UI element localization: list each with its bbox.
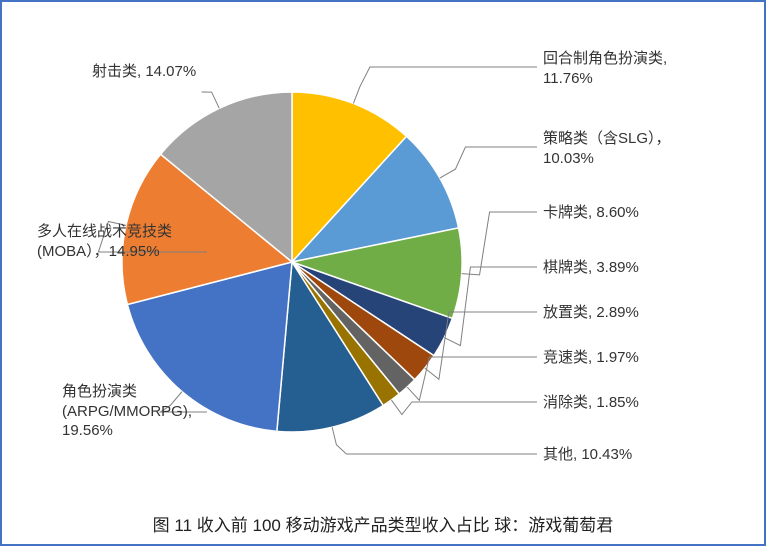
leader-line (440, 147, 537, 178)
leader-line (332, 427, 537, 454)
leader-line (353, 67, 537, 103)
slice-label: 射击类, 14.07% (92, 62, 196, 82)
slice-label: 竞速类, 1.97% (543, 348, 639, 368)
slice-label: 其他, 10.43% (543, 445, 632, 465)
leader-line (202, 92, 220, 108)
slice-label: 放置类, 2.89% (543, 303, 639, 323)
slice-label: 棋牌类, 3.89% (543, 258, 639, 278)
slice-label: 策略类（含SLG）， 10.03% (543, 129, 671, 168)
slice-label: 卡牌类, 8.60% (543, 203, 639, 223)
slice-label: 角色扮演类 (ARPG/MMORPG), 19.56% (62, 382, 192, 441)
leader-line (462, 212, 537, 275)
slice-label: 消除类, 1.85% (543, 393, 639, 413)
slice-label: 回合制角色扮演类, 11.76% (543, 49, 667, 88)
slice-label: 多人在线战术竞技类 (MOBA），14.95% (37, 222, 172, 261)
leader-line (391, 400, 537, 415)
chart-caption: 图 11 收入前 100 移动游戏产品类型收入占比 球：游戏葡萄君 (2, 511, 764, 536)
pie-chart-container: 回合制角色扮演类, 11.76% 策略类（含SLG）， 10.03% 卡牌类, 8.… (0, 0, 766, 546)
